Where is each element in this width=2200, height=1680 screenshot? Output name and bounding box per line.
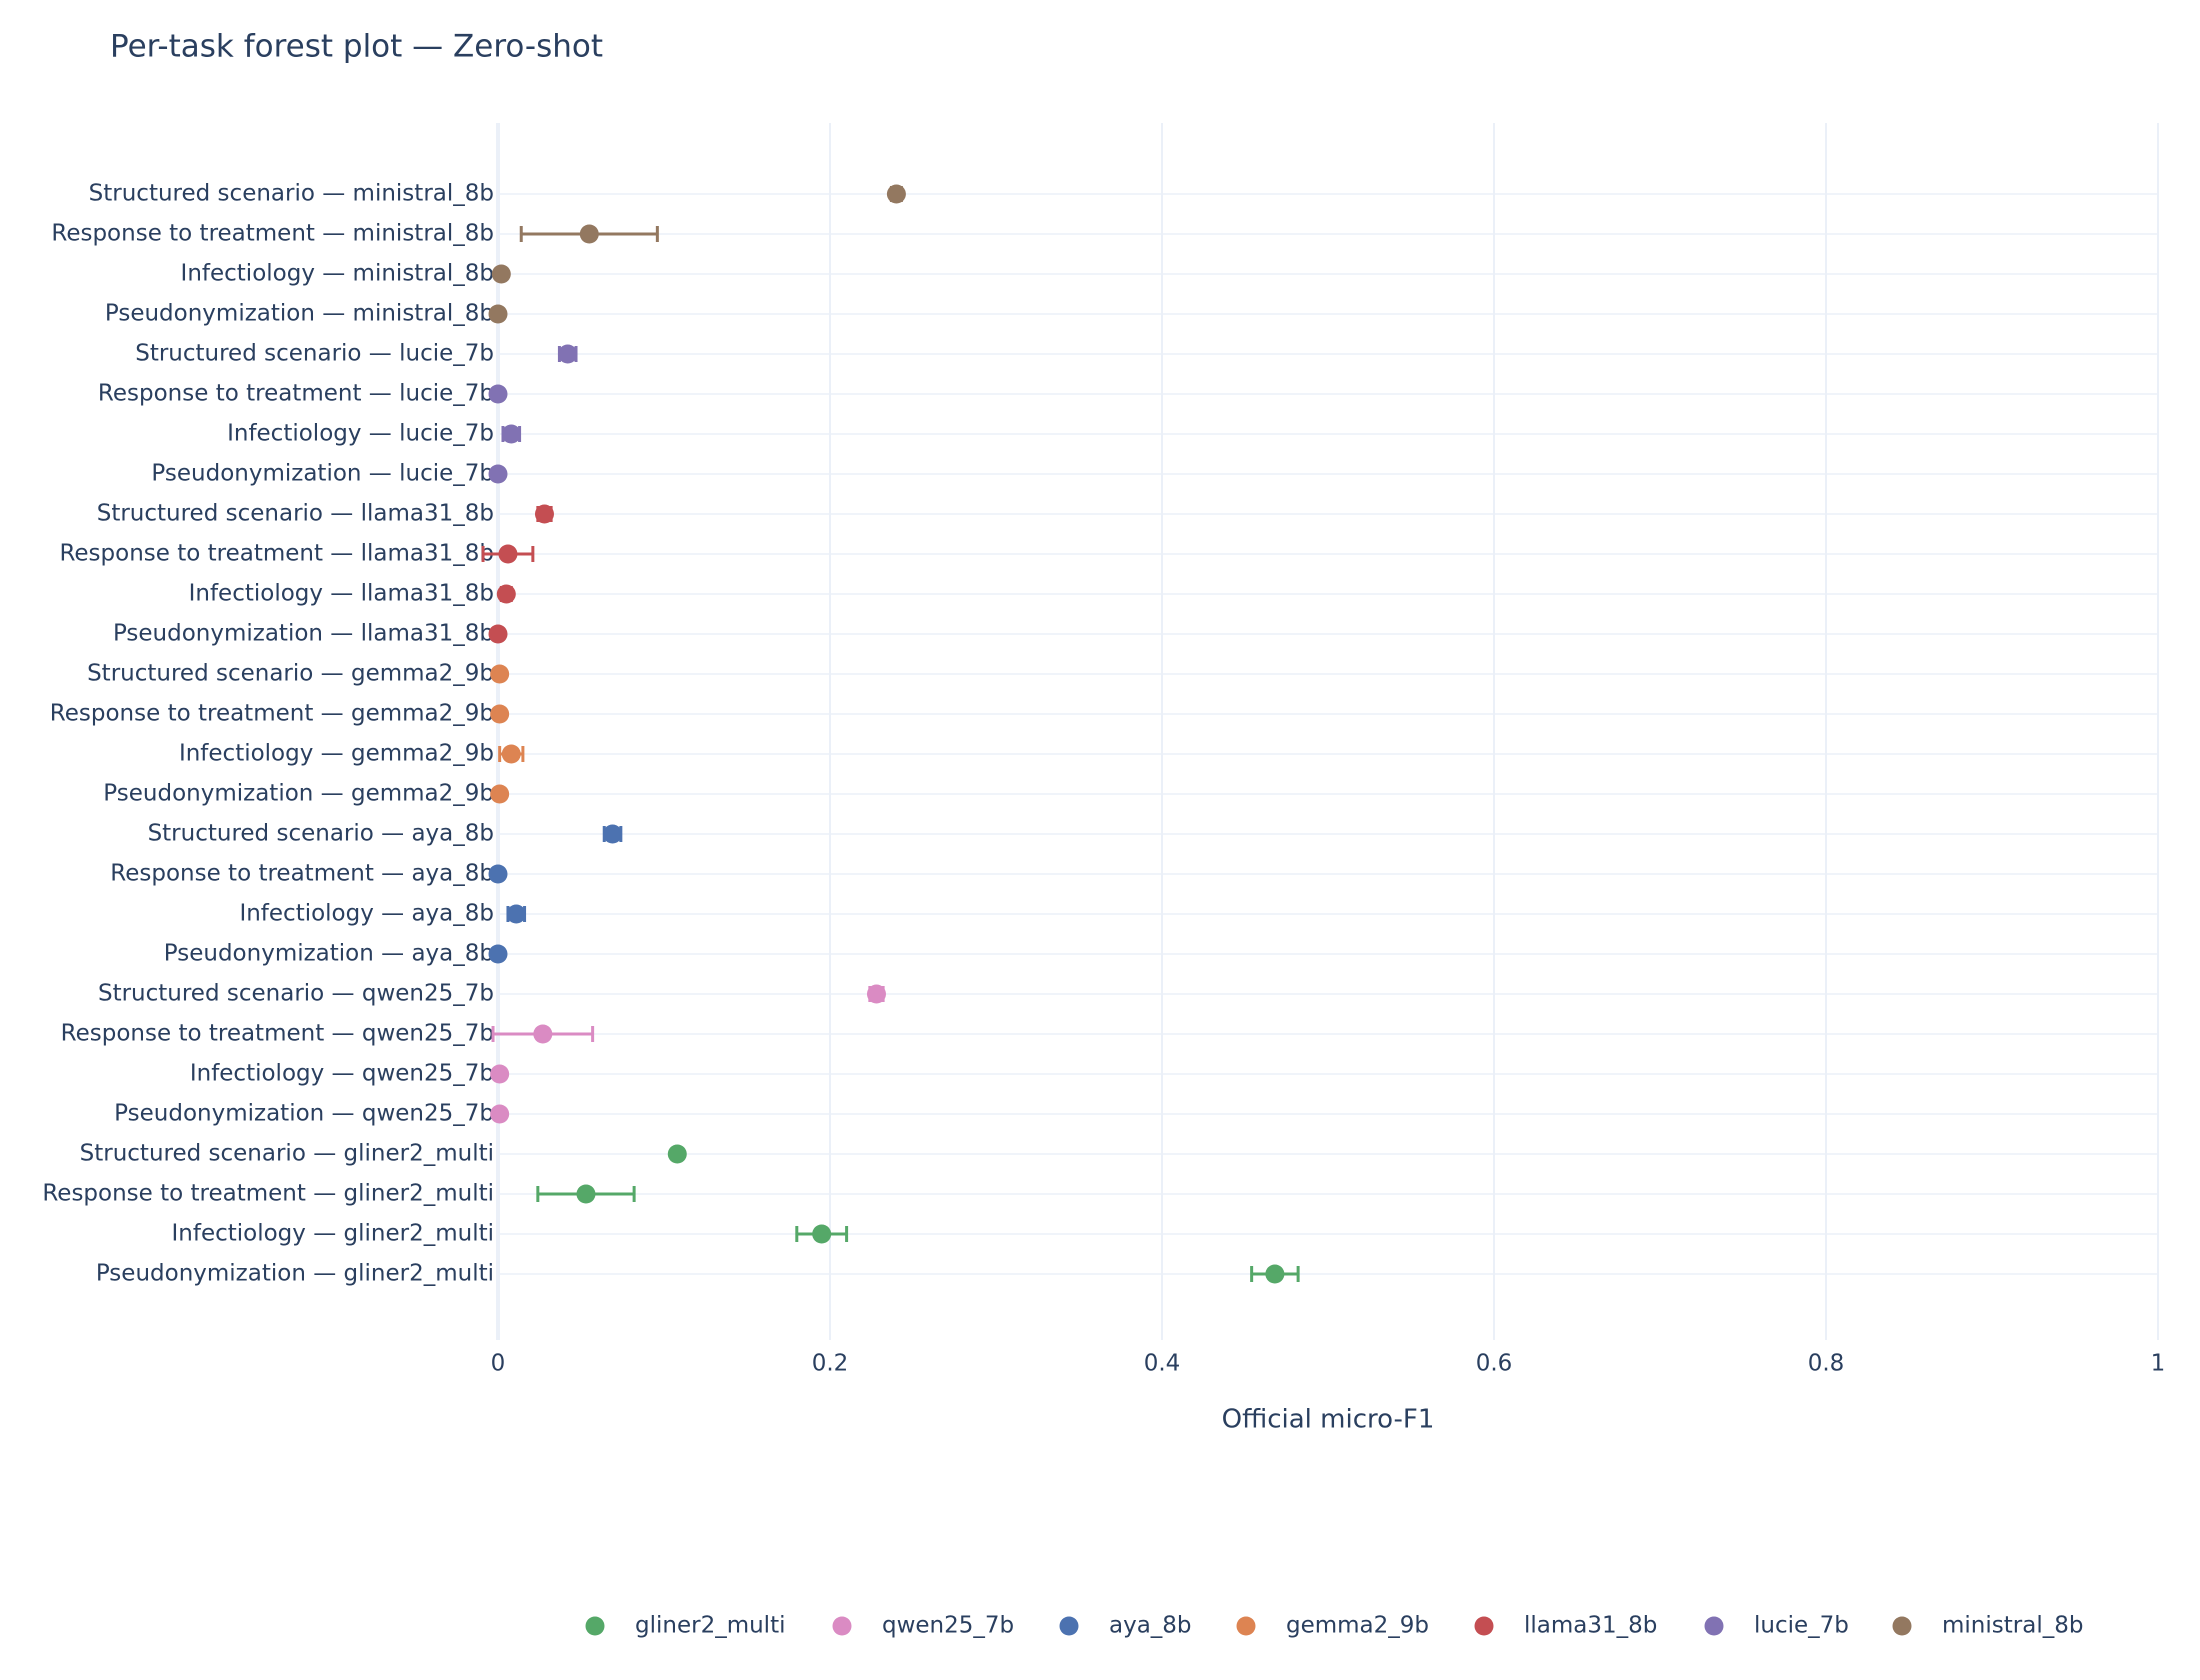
legend-label: aya_8b: [1109, 1613, 1192, 1639]
legend-marker: [585, 1616, 605, 1636]
y-tick-label: Pseudonymization — llama31_8b: [113, 621, 494, 647]
point: [501, 744, 521, 764]
x-tick-label: 1: [2151, 1351, 2166, 1377]
y-tick-label: Infectiology — ministral_8b: [181, 261, 494, 287]
point: [534, 504, 554, 524]
y-tick-label: Structured scenario — qwen25_7b: [98, 981, 494, 1007]
x-tick-label: 0.6: [1476, 1351, 1513, 1377]
point: [488, 624, 508, 644]
y-tick-label: Structured scenario — gemma2_9b: [87, 661, 494, 687]
legend-label: gemma2_9b: [1286, 1613, 1429, 1639]
point: [488, 304, 508, 324]
point: [496, 584, 516, 604]
point: [886, 184, 906, 204]
point: [558, 344, 578, 364]
legend-marker: [1704, 1616, 1724, 1636]
point: [488, 864, 508, 884]
y-tick-label: Infectiology — aya_8b: [239, 901, 494, 927]
legend-label: qwen25_7b: [882, 1613, 1014, 1639]
legend-marker: [1892, 1616, 1912, 1636]
point: [533, 1024, 553, 1044]
legend-label: gliner2_multi: [635, 1613, 785, 1639]
y-tick-label: Structured scenario — llama31_8b: [97, 501, 494, 527]
point: [603, 824, 623, 844]
point: [667, 1144, 687, 1164]
x-tick-label: 0: [491, 1351, 506, 1377]
y-tick-label: Response to treatment — aya_8b: [110, 861, 494, 887]
chart-title: Per-task forest plot — Zero-shot: [110, 29, 603, 65]
x-tick-label: 0.2: [812, 1351, 849, 1377]
y-tick-label: Response to treatment — ministral_8b: [51, 221, 494, 247]
legend-label: ministral_8b: [1942, 1613, 2083, 1639]
y-tick-label: Pseudonymization — qwen25_7b: [114, 1101, 494, 1127]
y-tick-label: Infectiology — llama31_8b: [189, 581, 494, 607]
legend-label: lucie_7b: [1754, 1613, 1849, 1639]
point: [576, 1184, 596, 1204]
legend-marker: [1059, 1616, 1079, 1636]
point: [498, 544, 518, 564]
point: [866, 984, 886, 1004]
point: [488, 464, 508, 484]
x-axis-title: Official micro-F1: [1222, 1405, 1435, 1435]
point: [490, 704, 510, 724]
point: [506, 904, 526, 924]
y-tick-label: Pseudonymization — gliner2_multi: [96, 1261, 494, 1287]
y-tick-label: Structured scenario — aya_8b: [148, 821, 494, 847]
y-tick-label: Response to treatment — qwen25_7b: [61, 1021, 494, 1047]
y-tick-label: Pseudonymization — ministral_8b: [105, 301, 494, 327]
point: [490, 664, 510, 684]
y-tick-label: Response to treatment — gemma2_9b: [50, 701, 494, 727]
point: [490, 1104, 510, 1124]
legend-marker: [1474, 1616, 1494, 1636]
y-tick-label: Infectiology — gemma2_9b: [179, 741, 494, 767]
point: [491, 264, 511, 284]
point: [501, 424, 521, 444]
y-tick-label: Structured scenario — ministral_8b: [89, 181, 494, 207]
y-tick-label: Infectiology — qwen25_7b: [190, 1061, 494, 1087]
y-tick-label: Structured scenario — gliner2_multi: [80, 1141, 494, 1167]
y-tick-label: Structured scenario — lucie_7b: [135, 341, 494, 367]
y-tick-label: Pseudonymization — aya_8b: [164, 941, 494, 967]
point: [488, 384, 508, 404]
y-tick-label: Pseudonymization — lucie_7b: [151, 461, 494, 487]
x-tick-label: 0.4: [1144, 1351, 1181, 1377]
y-tick-label: Response to treatment — llama31_8b: [59, 541, 494, 567]
point: [490, 1064, 510, 1084]
legend-marker: [832, 1616, 852, 1636]
y-tick-label: Infectiology — lucie_7b: [227, 421, 494, 447]
y-tick-label: Infectiology — gliner2_multi: [171, 1221, 494, 1247]
y-tick-label: Response to treatment — lucie_7b: [98, 381, 494, 407]
point: [579, 224, 599, 244]
legend-label: llama31_8b: [1524, 1613, 1657, 1639]
legend-marker: [1236, 1616, 1256, 1636]
point: [488, 944, 508, 964]
y-tick-label: Response to treatment — gliner2_multi: [42, 1181, 494, 1207]
point: [490, 784, 510, 804]
point: [1265, 1264, 1285, 1284]
x-tick-label: 0.8: [1808, 1351, 1845, 1377]
point: [812, 1224, 832, 1244]
y-tick-label: Pseudonymization — gemma2_9b: [103, 781, 494, 807]
